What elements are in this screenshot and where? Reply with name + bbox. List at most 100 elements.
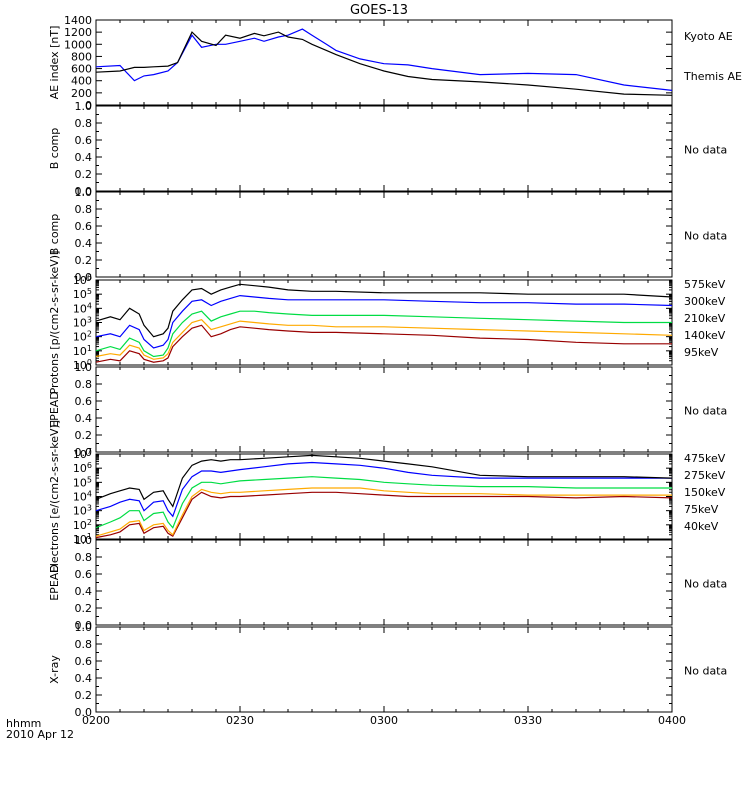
panel-6: Electrons [e/(cm2-s-sr-keV)] 101102103104…	[48, 420, 726, 573]
y-tick-label: 1.0	[75, 100, 93, 113]
no-data-label: No data	[684, 665, 727, 678]
y-tick-label: 1.0	[75, 534, 93, 547]
panel-3: B comp 0.0 0.2 0.4 0.6 0.8 1.0 No data	[48, 186, 727, 284]
y-tick-label: 0	[85, 99, 92, 112]
x-tick-label: 0400	[658, 714, 686, 727]
y-tick-label: 0.0	[75, 185, 93, 198]
y-axis-label: Electrons [e/(cm2-s-sr-keV)]	[48, 420, 61, 573]
y-tick-label: 200	[71, 87, 92, 100]
series-line-150keV	[95, 476, 672, 529]
panel-7: EPEAD 0.0 0.2 0.4 0.6 0.8 1.0 No data	[48, 534, 727, 632]
y-tick-label: 0.0	[75, 619, 93, 632]
y-tick-label: 0.4	[75, 412, 93, 425]
y-tick-label: 105	[73, 287, 92, 301]
y-tick-label: 0.0	[75, 271, 93, 284]
legend-label: 150keV	[684, 486, 726, 499]
y-tick-label: 0.0	[75, 446, 93, 459]
y-axis-label: Protons [p/(cm2-s-sr-keV)]	[48, 251, 61, 395]
x-tick-label: 0330	[514, 714, 542, 727]
legend-label: 575keV	[684, 278, 726, 291]
y-tick-label: 102	[73, 518, 92, 532]
y-tick-label: 600	[71, 63, 92, 76]
y-tick-label: 107	[73, 447, 92, 461]
y-tick-label: 0.6	[75, 568, 93, 581]
y-tick-label: 0.2	[75, 602, 93, 615]
y-tick-label: 100	[73, 358, 92, 372]
no-data-label: No data	[684, 144, 727, 157]
series-line-300keV	[95, 319, 673, 360]
y-tick-label: 0.4	[75, 672, 93, 685]
y-axis-label: EPEAD	[48, 391, 61, 428]
legend-label: 40keV	[684, 520, 719, 533]
series-line-95keV	[95, 283, 673, 338]
y-tick-label: 102	[73, 330, 92, 344]
no-data-label: No data	[684, 405, 727, 418]
no-data-label: No data	[684, 578, 727, 591]
y-tick-label: 0.8	[75, 203, 93, 216]
y-tick-label: 0.6	[75, 395, 93, 408]
y-tick-label: 800	[71, 50, 92, 63]
y-tick-label: 1.0	[75, 186, 93, 199]
legend-label: 75keV	[684, 503, 719, 516]
y-tick-label: 0.8	[75, 378, 93, 391]
y-tick-label: 104	[73, 490, 92, 504]
y-tick-label: 1000	[64, 38, 92, 51]
y-tick-label: 105	[73, 475, 92, 489]
y-tick-label: 0.8	[75, 638, 93, 651]
y-tick-label: 106	[73, 461, 92, 475]
legend-label: 210keV	[684, 312, 726, 325]
panel-frame	[95, 105, 673, 192]
series-line-themis-ae	[95, 31, 673, 96]
y-tick-label: 106	[73, 273, 92, 287]
y-tick-label: 0.2	[75, 168, 93, 181]
legend-label: 475keV	[684, 452, 726, 465]
time-unit-label: hhmm	[6, 717, 41, 730]
y-tick-label: 1.0	[75, 621, 93, 634]
series-line-75keV	[95, 461, 672, 518]
y-axis-label: X-ray	[48, 655, 61, 684]
panel-frame	[95, 539, 673, 626]
x-tick-label: 0230	[226, 714, 254, 727]
series-line-475keV	[95, 491, 673, 539]
y-tick-label: 0.2	[75, 689, 93, 702]
panel-frame	[95, 626, 673, 713]
series-line-kyoto-ae	[95, 28, 673, 91]
y-tick-label: 101	[73, 532, 92, 546]
legend-label: 300keV	[684, 295, 726, 308]
y-axis-label: AE index [nT]	[48, 26, 61, 100]
y-tick-label: 0.8	[75, 551, 93, 564]
y-tick-label: 400	[71, 75, 92, 88]
panel-2: B comp 0.0 0.2 0.4 0.6 0.8 1.0 No data	[48, 100, 727, 198]
y-tick-label: 1.0	[75, 361, 93, 374]
legend-label: 275keV	[684, 469, 726, 482]
panel-frame	[95, 366, 673, 453]
legend-label: Kyoto AE	[684, 30, 733, 43]
y-tick-label: 101	[73, 344, 92, 358]
legend-label: 95keV	[684, 346, 719, 359]
date-label: 2010 Apr 12	[6, 728, 74, 741]
x-tick-label: 0300	[370, 714, 398, 727]
y-tick-label: 0.6	[75, 134, 93, 147]
y-axis-label: B comp	[48, 128, 61, 170]
series-line-575keV	[95, 324, 672, 363]
y-tick-label: 0.4	[75, 237, 93, 250]
x-axis: 0200 0230 0300 0330 0400	[82, 714, 686, 727]
y-axis-label: EPEAD	[48, 564, 61, 601]
y-axis-label: B comp	[48, 214, 61, 256]
y-tick-label: 0.0	[75, 706, 93, 719]
plot-title: GOES-13	[350, 3, 408, 18]
y-tick-label: 1400	[64, 14, 92, 27]
y-tick-label: 0.4	[75, 585, 93, 598]
legend-label: Themis AE	[683, 70, 742, 83]
panel-frame	[95, 19, 673, 106]
y-tick-label: 0.2	[75, 254, 93, 267]
panel-5: EPEAD 0.0 0.2 0.4 0.6 0.8 1.0 No data	[48, 361, 727, 459]
series-line-40keV	[95, 454, 673, 508]
series-line-210keV	[95, 310, 672, 358]
y-tick-label: 0.4	[75, 151, 93, 164]
y-tick-label: 0.2	[75, 429, 93, 442]
y-tick-label: 103	[73, 316, 92, 330]
